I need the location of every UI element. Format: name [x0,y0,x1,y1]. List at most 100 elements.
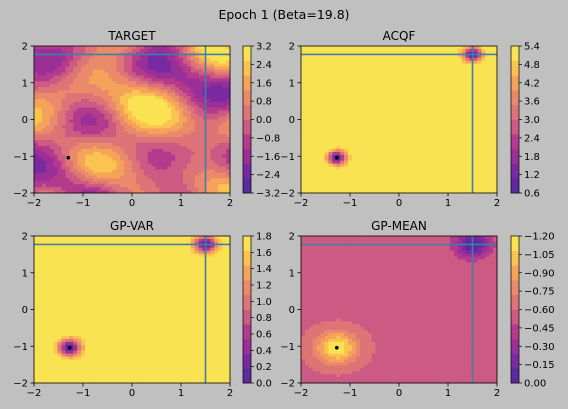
contour-cell [344,166,349,170]
contour-cell [77,69,82,73]
contour-cell [406,84,412,88]
contour-cell [493,157,498,162]
contour-cell [351,160,357,164]
contour-cell [328,95,333,100]
contour-cell [457,63,463,67]
contour-cell [355,110,361,115]
contour-cell [493,51,498,56]
contour-cell [108,131,113,135]
contour-cell [406,143,412,147]
contour-cell [57,69,62,73]
contour-cell [179,119,184,123]
contour-cell [53,175,58,179]
contour-cell [171,75,176,79]
contour-cell [418,163,423,167]
contour-cell [399,63,404,67]
contour-cell [120,110,125,115]
contour-cell [57,116,62,120]
contour-cell [69,66,74,70]
contour-cell [143,101,149,106]
contour-cell [171,98,176,103]
contour-cell [355,151,361,156]
contour-cell [139,66,145,70]
contour-cell [198,57,203,62]
contour-cell [179,157,184,162]
contour-cell [449,93,455,97]
contour-cell [186,104,192,109]
contour-cell [175,113,180,117]
contour-cell [218,122,223,126]
contour-cell [61,93,66,97]
contour-cell [159,157,164,162]
contour-cell [465,93,470,97]
contour-cell [324,175,329,179]
contour-cell [210,101,215,106]
contour-cell [316,134,321,138]
contour-cell [159,78,164,82]
contour-cell [438,172,443,176]
contour-cell [485,69,490,73]
contour-cell [430,90,435,94]
contour-cell [84,93,90,97]
contour-cell [147,137,152,141]
contour-cell [108,169,113,173]
contour-cell [214,93,219,97]
contour-cell [151,131,156,135]
contour-cell [49,93,54,97]
contour-cell [163,187,168,191]
contour-cell [222,63,227,67]
contour-cell [151,60,156,65]
contour-cell [324,137,329,141]
contour-cell [151,184,156,188]
contour-cell [453,51,459,56]
contour-cell [387,163,392,167]
contour-cell [449,57,455,62]
contour-cell [104,128,109,132]
contour-cell [88,63,94,67]
contour-cell [375,75,380,79]
contour-cell [167,178,172,182]
contour-cell [53,87,58,91]
contour-cell [301,75,306,79]
contour-cell [481,93,486,97]
contour-cell [430,160,435,164]
contour-cell [328,66,333,70]
contour-cell [143,181,149,185]
contour-cell [485,163,490,167]
contour-cell [53,140,58,144]
contour-cell [320,119,325,123]
contour-cell [383,148,388,153]
contour-cell [324,57,329,62]
contour-cell [151,169,156,173]
contour-cell [489,84,494,88]
contour-cell [45,154,51,159]
contour-cell [493,172,498,176]
contour-cell [473,110,478,115]
contour-cell [132,128,137,132]
contour-cell [430,84,435,88]
contour-cell [422,172,427,176]
contour-cell [104,154,109,159]
contour-cell [324,95,329,100]
contour-cell [402,95,408,100]
contour-cell [198,184,203,188]
contour-cell [194,110,200,115]
contour-cell [359,98,365,103]
contour-cell [328,104,333,109]
contour-cell [324,87,329,91]
contour-cell [426,95,431,100]
contour-cell [371,172,376,176]
contour-cell [179,169,184,173]
contour-cell [112,148,117,153]
contour-cell [96,166,102,170]
contour-cell [73,119,78,123]
contour-cell [493,166,498,170]
contour-cell [69,122,74,126]
contour-cell [422,137,427,141]
contour-cell [175,128,180,132]
contour-cell [81,140,86,144]
contour-cell [430,151,435,156]
contour-cell [446,66,451,70]
contour-cell [69,113,74,117]
contour-cell [151,151,156,156]
